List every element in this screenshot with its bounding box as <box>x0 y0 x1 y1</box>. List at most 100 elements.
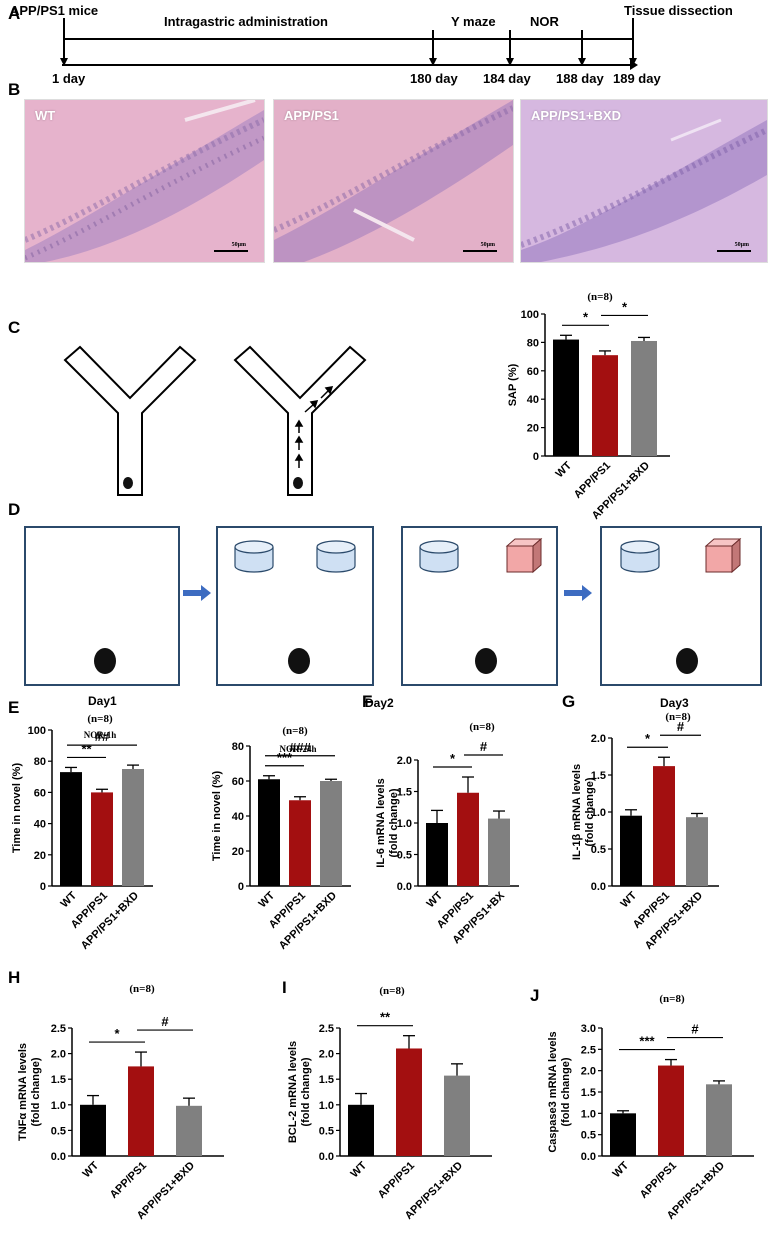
y-tick-label: 0.5 <box>319 1125 334 1137</box>
cylinder-icon <box>620 540 660 573</box>
bar-1 <box>592 355 618 456</box>
day-label-2: Day2 <box>365 696 394 710</box>
y-axis-label: IL-1β mRNA levels <box>571 764 583 860</box>
panel-label-c: C <box>8 318 21 337</box>
category-label: WT <box>81 1159 102 1180</box>
y-tick-label: 1.5 <box>581 1087 596 1099</box>
bar-2 <box>122 769 144 886</box>
y-tick-label: 60 <box>527 366 539 378</box>
cylinder-icon <box>419 540 459 573</box>
y-tick-label: 0.5 <box>591 844 606 856</box>
bar-1 <box>91 792 113 886</box>
micrograph-bxd-scale-text: 50μm <box>734 242 749 248</box>
y-tick-label: 1.5 <box>51 1074 66 1086</box>
chart-j: (n=8) 0.0 0.5 1.0 1.5 2.0 2.5 3.0 Caspase3 mRNA … <box>547 993 754 1222</box>
y-tick-label: 60 <box>232 776 244 788</box>
y-axis-label: (fold change) <box>388 788 400 857</box>
arrow-right-icon-1 <box>183 585 211 601</box>
y-tick-label: 20 <box>34 850 46 862</box>
bar-1 <box>653 766 675 886</box>
bar-1 <box>128 1066 154 1156</box>
category-label: WT <box>59 889 80 910</box>
bar-2 <box>686 817 708 886</box>
bar-0 <box>348 1104 374 1156</box>
chart-e2: (n=8) NOR-24h 0 20 40 60 80 Time in novel (%) WT… <box>211 725 351 952</box>
n-label: (n=8) <box>379 985 405 997</box>
category-label: WT <box>554 459 575 480</box>
timeline-label-dissection: Tissue dissection <box>624 3 733 18</box>
y-tick-label: 0.0 <box>397 881 412 893</box>
category-label: WT <box>257 889 278 910</box>
chart-e1: (n=8) NOR-1h 0 20 40 60 80 100 Time in novel (%)… <box>11 713 153 952</box>
y-axis-label: (fold change) <box>560 1057 572 1126</box>
y-tick-label: 0.5 <box>51 1125 66 1137</box>
n-label: (n=8) <box>665 711 691 723</box>
significance-label: * <box>622 299 628 314</box>
significance-label: # <box>161 1014 169 1029</box>
panel-label-f: F <box>362 692 373 711</box>
category-label: WT <box>349 1159 370 1180</box>
y-tick-label: 0.0 <box>581 1151 596 1163</box>
y-axis-label: TNFα mRNA levels <box>17 1043 29 1141</box>
micrograph-app: APP/PS1 50μm <box>273 99 514 263</box>
n-label: (n=8) <box>587 291 613 303</box>
y-tick-label: 2.5 <box>319 1023 334 1035</box>
micrograph-app-scalebar <box>463 250 497 252</box>
category-label: WT <box>619 889 640 910</box>
bar-0 <box>620 815 642 886</box>
significance-label: * <box>114 1026 120 1041</box>
y-axis-label: Caspase3 mRNA levels <box>547 1031 559 1152</box>
y-tick-label: 100 <box>28 725 46 737</box>
significance-label: ** <box>380 1010 391 1025</box>
nor-box-day3 <box>600 526 762 686</box>
micrograph-wt-scalebar <box>214 250 248 252</box>
bar-0 <box>60 772 82 886</box>
bar-2 <box>706 1084 732 1156</box>
panel-label-b: B <box>8 80 21 99</box>
significance-label: *** <box>639 1034 655 1049</box>
y-axis-label: SAP (%) <box>507 363 519 406</box>
n-label: (n=8) <box>659 993 685 1005</box>
timeline-axis <box>60 18 638 70</box>
cube-icon <box>505 537 543 574</box>
y-axis-label: (fold change) <box>584 777 596 846</box>
y-axis-label: (fold change) <box>30 1057 42 1126</box>
significance-label: * <box>645 731 651 746</box>
significance-label: # <box>677 719 685 734</box>
y-tick-label: 2.0 <box>397 755 412 767</box>
day-label-1: Day1 <box>88 694 117 708</box>
chart-g: (n=8) 0.0 0.5 1.0 1.5 2.0 IL-1β mRNA levels (fo… <box>571 711 719 952</box>
y-tick-label: 80 <box>232 741 244 753</box>
panel-label-g: G <box>562 692 576 711</box>
bar-0 <box>553 339 579 456</box>
timeline-day-180: 180 day <box>410 71 458 86</box>
micrograph-wt-label: WT <box>35 108 56 123</box>
arrow-right-icon-2 <box>564 585 592 601</box>
significance-label: ## <box>95 729 110 744</box>
mouse-icon <box>293 477 303 489</box>
panel-label-d: D <box>8 500 21 519</box>
mouse-icon <box>123 477 133 489</box>
y-tick-label: 80 <box>527 337 539 349</box>
panel-label-h: H <box>8 968 21 987</box>
n-label: (n=8) <box>469 721 495 733</box>
timeline-day-184: 184 day <box>483 71 531 86</box>
nor-box-day2b <box>401 526 558 686</box>
significance-label: ### <box>289 740 311 755</box>
timeline-label-mice: APP/PS1 mice <box>10 3 99 18</box>
y-tick-label: 2.0 <box>581 1066 596 1078</box>
mouse-icon <box>94 648 116 674</box>
bar-1 <box>457 792 479 886</box>
bar-1 <box>289 800 311 886</box>
significance-label: *** <box>277 750 293 765</box>
micrograph-bxd-scalebar <box>717 250 751 252</box>
y-tick-label: 2.0 <box>591 733 606 745</box>
panel-label-i: I <box>282 978 287 997</box>
y-tick-label: 1.5 <box>397 787 412 799</box>
y-tick-label: 60 <box>34 787 46 799</box>
nor-box-day2a <box>216 526 374 686</box>
cylinder-icon <box>316 540 356 573</box>
chart-title: NOR-24h <box>279 744 316 754</box>
mouse-icon <box>676 648 698 674</box>
y-tick-label: 20 <box>527 423 539 435</box>
